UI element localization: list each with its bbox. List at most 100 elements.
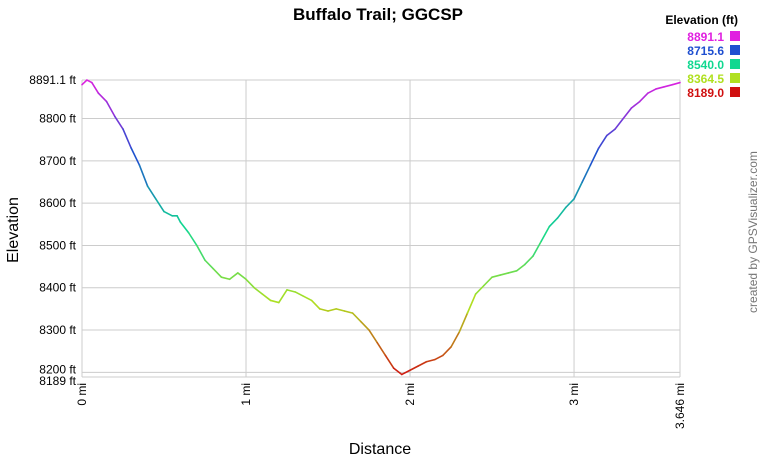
elevation-segment [450,331,461,348]
legend-title: Elevation (ft) [665,13,738,27]
elevation-segment [278,289,288,304]
x-tick-labels: 0 mi 1 mi 2 mi 3 mi 3.646 mi [75,383,687,429]
elevation-segment [310,299,321,310]
x-tick-label: 2 mi [403,383,417,406]
elevation-segment [532,240,543,257]
grid [81,79,681,378]
elevation-segment [179,221,190,234]
x-axis-label: Distance [349,441,411,458]
x-tick-label: 3.646 mi [673,383,687,429]
elevation-segment [524,255,534,266]
elevation-segment [647,88,657,94]
legend-value: 8891.1 [687,30,724,44]
elevation-segment [597,134,608,149]
elevation-segment [319,308,329,312]
elevation-segment [589,147,600,166]
x-tick-label: 1 mi [239,383,253,406]
elevation-segment [351,312,362,323]
elevation-segment [606,128,616,137]
elevation-segment [458,312,469,333]
legend-swatch [730,59,740,69]
legend-swatch [730,87,740,97]
elevation-segment [548,217,559,228]
elevation-segment [146,185,157,200]
elevation-segment [245,278,256,289]
legend-swatch [730,73,740,83]
elevation-segment [483,276,493,287]
elevation-segment [130,147,141,166]
elevation-segment [491,274,502,278]
elevation-segment [97,92,108,103]
elevation-segment [671,81,681,86]
elevation-line [81,79,681,376]
y-tick-label: 8189 ft [39,374,76,388]
elevation-segment [286,289,297,293]
elevation-segment [425,358,436,363]
elevation-segment [155,198,165,213]
elevation-segment [253,286,264,295]
elevation-segment [417,360,428,367]
elevation-segment [91,81,100,94]
elevation-segment [515,263,526,272]
elevation-segment [163,210,174,217]
elevation-segment [228,272,239,281]
x-tick-label: 0 mi [75,383,89,406]
elevation-segment [176,215,182,223]
elevation-segment [442,346,452,357]
y-tick-label: 8891.1 ft [29,73,76,87]
legend-value: 8715.6 [687,44,724,58]
elevation-segment [573,181,584,200]
legend-swatch [730,31,740,41]
elevation-segment [638,92,649,103]
legend-value: 8364.5 [687,72,724,86]
elevation-segment [630,100,641,109]
elevation-segment [327,308,338,312]
elevation-segment [237,272,247,281]
y-tick-label: 8500 ft [39,238,76,252]
chart-title: Buffalo Trail; GGCSP [293,5,463,24]
elevation-segment [474,284,485,295]
elevation-segment [384,354,395,369]
x-tick-label: 3 mi [567,383,581,406]
elevation-segment [614,117,625,130]
elevation-segment [302,295,313,302]
elevation-segment [663,83,674,88]
elevation-segment [499,272,510,276]
elevation-segment [368,329,379,344]
elevation-segment [565,198,575,209]
elevation-segment [540,225,551,243]
elevation-segment [261,293,272,302]
elevation-segment [187,231,198,247]
elevation-segment [409,365,420,372]
y-tick-label: 8800 ft [39,112,76,126]
y-tick-label: 8300 ft [39,323,76,337]
elevation-segment [114,115,124,130]
elevation-segment [212,267,223,278]
elevation-segment [269,299,280,304]
elevation-segment [122,128,133,149]
elevation-segment [343,310,354,314]
elevation-segment [81,79,88,86]
elevation-segment [360,320,370,331]
elevation-segment [138,164,149,188]
y-tick-label: 8200 ft [39,362,76,376]
elevation-segment [376,341,387,357]
elevation-segment [401,369,411,376]
elevation-segment [204,259,215,270]
y-tick-label: 8600 ft [39,196,76,210]
y-tick-label: 8700 ft [39,154,76,168]
elevation-segment [433,354,444,361]
elevation-segment [556,206,567,219]
elevation-segment [622,107,633,120]
y-tick-label: 8400 ft [39,281,76,295]
legend-value: 8540.0 [687,58,724,72]
elevation-segment [196,244,206,262]
elevation-segment [220,276,231,281]
elevation-segment [392,367,403,376]
elevation-segment [86,79,93,84]
legend-value: 8189.0 [687,86,724,100]
legend-swatch [730,45,740,55]
